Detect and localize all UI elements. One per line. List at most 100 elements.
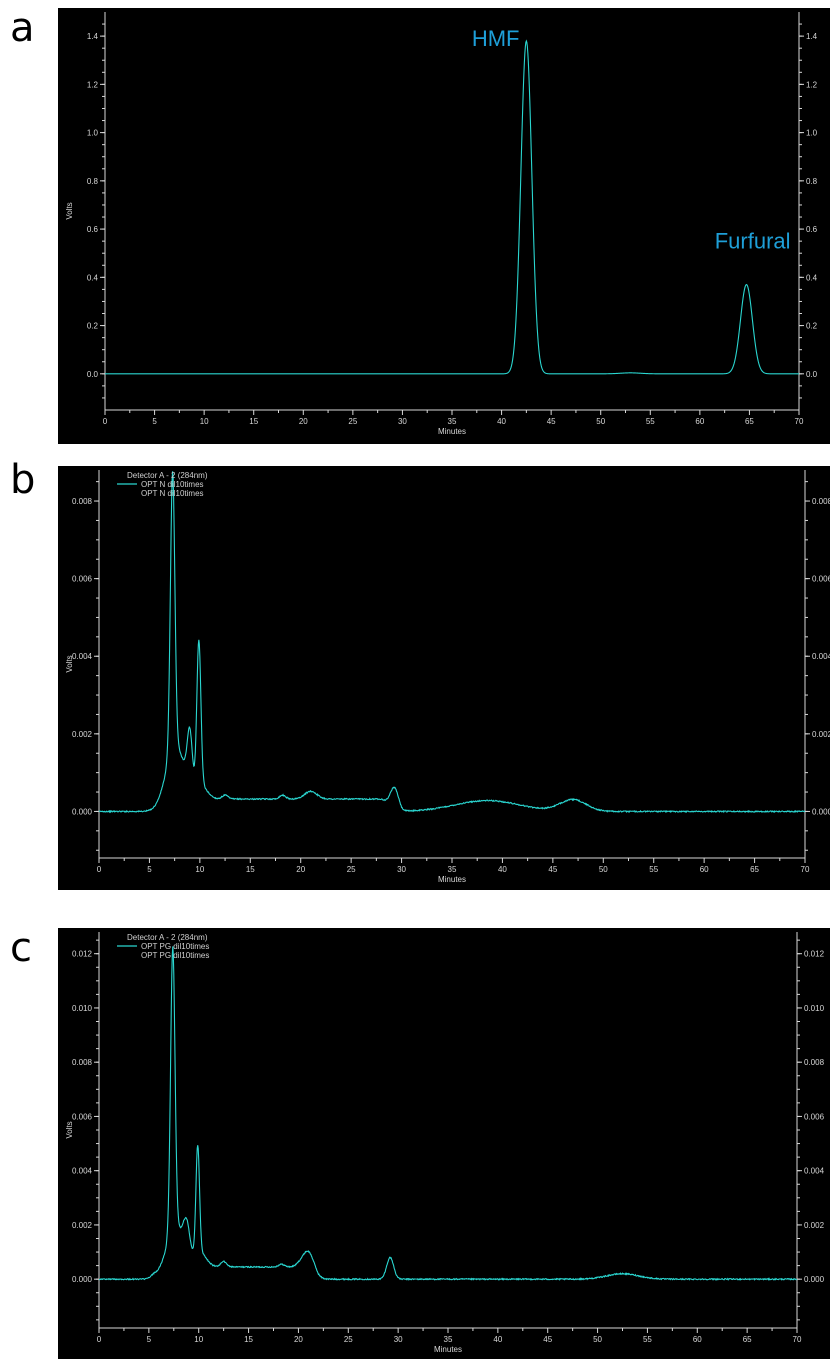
- x-tick-label: 25: [348, 417, 357, 426]
- x-tick-label: 5: [152, 417, 157, 426]
- x-tick-label: 0: [103, 417, 108, 426]
- y-tick-label-left: 0.4: [87, 273, 99, 282]
- y-tick-label-right: 0.6: [806, 225, 818, 234]
- chart-c: 0 5 10 15 20 25 30 35 40 45 50 55 60 65 70 Minutes 0.000…: [58, 928, 830, 1359]
- y-tick-label-left: 0.006: [72, 1112, 93, 1121]
- y-tick-label-right: 0.006: [812, 575, 830, 584]
- y-tick-label-right: 0.006: [804, 1112, 825, 1121]
- x-tick-label: 50: [599, 865, 608, 874]
- y-tick-label-left: 1.4: [87, 32, 99, 41]
- chromatogram-b: 0 5 10 15 20 25 30 35 40 45 50 55 60 65 70 Minutes 0.000…: [65, 470, 830, 884]
- peak-annotation: HMF: [472, 26, 520, 51]
- x-tick-label: 45: [547, 417, 556, 426]
- x-tick-label: 30: [398, 417, 407, 426]
- y-tick-label-right: 0.004: [804, 1167, 825, 1176]
- x-axis-label: Minutes: [434, 1345, 462, 1354]
- x-tick-label: 0: [97, 1335, 102, 1344]
- y-axis-label: Volts: [65, 655, 74, 672]
- y-tick-label-right: 0.002: [812, 730, 830, 739]
- panel-letter-b: b: [10, 457, 36, 503]
- y-tick-label-left: 1.0: [87, 129, 99, 138]
- x-tick-label: 30: [397, 865, 406, 874]
- x-tick-label: 10: [195, 865, 204, 874]
- y-axis-label: Volts: [65, 202, 74, 219]
- x-tick-label: 35: [448, 417, 457, 426]
- legend-entry: OPT N dil10times: [141, 480, 204, 489]
- y-tick-label-left: 0.012: [72, 950, 93, 959]
- x-tick-label: 15: [244, 1335, 253, 1344]
- x-tick-label: 15: [246, 865, 255, 874]
- y-tick-label-left: 0.008: [72, 1058, 93, 1067]
- x-tick-label: 20: [294, 1335, 303, 1344]
- x-tick-label: 60: [700, 865, 709, 874]
- x-tick-label: 25: [344, 1335, 353, 1344]
- y-tick-label-left: 1.2: [87, 80, 99, 89]
- y-tick-label-left: 0.000: [72, 807, 93, 816]
- x-tick-label: 0: [97, 865, 102, 874]
- legend-entry: OPT PG dil10times: [141, 951, 209, 960]
- x-tick-label: 60: [693, 1335, 702, 1344]
- panel-letter-a: a: [10, 5, 35, 51]
- y-tick-label-left: 0.002: [72, 1221, 93, 1230]
- x-tick-label: 40: [498, 865, 507, 874]
- y-tick-label-right: 0.010: [804, 1004, 825, 1013]
- x-axis-label: Minutes: [438, 427, 466, 436]
- y-tick-label-right: 0.2: [806, 322, 818, 331]
- x-tick-label: 50: [593, 1335, 602, 1344]
- y-tick-label-right: 0.004: [812, 652, 830, 661]
- x-tick-label: 35: [448, 865, 457, 874]
- x-tick-label: 45: [543, 1335, 552, 1344]
- x-tick-label: 20: [296, 865, 305, 874]
- x-tick-label: 50: [596, 417, 605, 426]
- series-trace: [98, 946, 798, 1281]
- x-tick-label: 40: [493, 1335, 502, 1344]
- y-tick-label-left: 0.8: [87, 177, 99, 186]
- y-tick-label-left: 0.004: [72, 652, 93, 661]
- y-tick-label-right: 1.2: [806, 80, 818, 89]
- y-tick-label-left: 0.004: [72, 1167, 93, 1176]
- y-tick-label-right: 1.0: [806, 129, 818, 138]
- series-trace: [98, 471, 806, 814]
- y-tick-label-right: 0.012: [804, 950, 825, 959]
- y-tick-label-right: 0.000: [804, 1275, 825, 1284]
- y-tick-label-right: 0.0: [806, 370, 818, 379]
- x-tick-label: 70: [795, 417, 804, 426]
- x-tick-label: 65: [750, 865, 759, 874]
- peak-annotation: Furfural: [715, 228, 791, 253]
- x-axis-label: Minutes: [438, 875, 466, 884]
- x-tick-label: 55: [643, 1335, 652, 1344]
- y-tick-label-left: 0.000: [72, 1275, 93, 1284]
- x-tick-label: 20: [299, 417, 308, 426]
- x-tick-label: 25: [347, 865, 356, 874]
- panel-letter-c: c: [10, 925, 32, 971]
- x-tick-label: 45: [548, 865, 557, 874]
- y-tick-label-left: 0.002: [72, 730, 93, 739]
- legend-entry: Detector A - 2 (284nm): [127, 471, 208, 480]
- x-tick-label: 70: [793, 1335, 802, 1344]
- x-tick-label: 55: [649, 865, 658, 874]
- y-tick-label-right: 0.8: [806, 177, 818, 186]
- y-tick-label-left: 0.006: [72, 575, 93, 584]
- x-tick-label: 30: [394, 1335, 403, 1344]
- chromatogram-a: 0 5 10 15 20 25 30 35 40 45 50 55 60 65 70 Minutes 0.0 0.…: [65, 12, 818, 436]
- chart-a: 0 5 10 15 20 25 30 35 40 45 50 55 60 65 70 Minutes 0.0 0.…: [58, 8, 830, 444]
- x-tick-label: 35: [444, 1335, 453, 1344]
- series-trace: [105, 39, 799, 375]
- legend-entry: OPT PG dil10times: [141, 942, 209, 951]
- x-tick-label: 10: [200, 417, 209, 426]
- y-tick-label-left: 0.2: [87, 322, 99, 331]
- y-tick-label-left: 0.0: [87, 370, 99, 379]
- legend-entry: OPT N dil10times: [141, 489, 204, 498]
- y-tick-label-left: 0.010: [72, 1004, 93, 1013]
- x-tick-label: 70: [801, 865, 810, 874]
- y-tick-label-right: 1.4: [806, 32, 818, 41]
- y-tick-label-right: 0.002: [804, 1221, 825, 1230]
- x-tick-label: 5: [147, 865, 152, 874]
- x-tick-label: 40: [497, 417, 506, 426]
- x-tick-label: 60: [695, 417, 704, 426]
- x-tick-label: 10: [194, 1335, 203, 1344]
- y-axis-label: Volts: [65, 1121, 74, 1138]
- legend-entry: Detector A - 2 (284nm): [127, 933, 208, 942]
- chromatogram-c: 0 5 10 15 20 25 30 35 40 45 50 55 60 65 70 Minutes 0.000…: [65, 932, 825, 1354]
- x-tick-label: 65: [743, 1335, 752, 1344]
